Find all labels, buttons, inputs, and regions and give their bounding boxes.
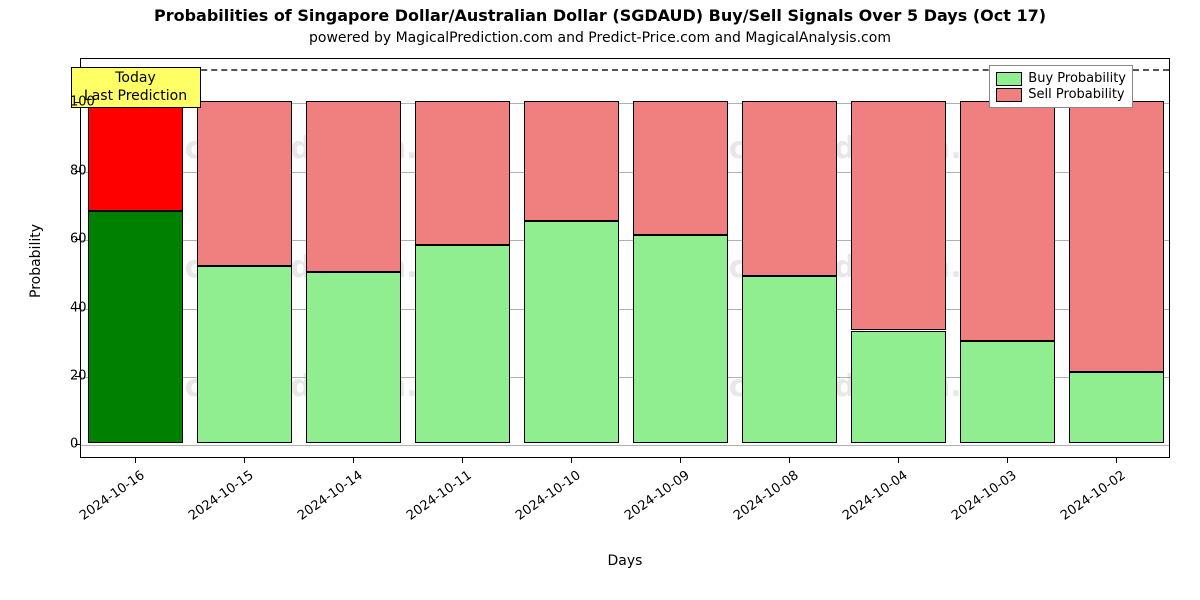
x-tick-mark [244, 458, 245, 463]
x-tick-mark [571, 458, 572, 463]
x-tick-mark [898, 458, 899, 463]
bar-column [524, 57, 620, 457]
bar-column [197, 57, 293, 457]
bar-sell-segment [742, 101, 838, 275]
y-tick-mark [75, 308, 80, 309]
bar-buy-segment [197, 266, 293, 444]
x-tick-label: 2024-10-08 [731, 468, 802, 524]
x-tick-label: 2024-10-09 [622, 468, 693, 524]
y-tick-mark [75, 444, 80, 445]
x-tick-mark [1007, 458, 1008, 463]
x-tick-label: 2024-10-04 [840, 468, 911, 524]
legend-swatch [996, 72, 1022, 86]
x-tick-label: 2024-10-03 [949, 468, 1020, 524]
bar-buy-segment [524, 221, 620, 443]
y-tick-mark [75, 171, 80, 172]
bar-buy-segment [1069, 372, 1165, 444]
bar-sell-segment [524, 101, 620, 221]
x-axis-label: Days [80, 553, 1170, 569]
legend-item: Sell Probability [996, 87, 1126, 102]
x-tick-mark [789, 458, 790, 463]
bar-sell-segment [88, 101, 184, 210]
legend-item: Buy Probability [996, 71, 1126, 86]
y-tick-mark [75, 102, 80, 103]
chart-container: Probabilities of Singapore Dollar/Austra… [0, 0, 1200, 600]
x-tick-label: 2024-10-16 [77, 468, 148, 524]
bar-buy-segment [851, 331, 947, 444]
bar-buy-segment [742, 276, 838, 444]
bar-buy-segment [306, 272, 402, 443]
bar-sell-segment [306, 101, 402, 272]
x-tick-mark [680, 458, 681, 463]
bar-column [633, 57, 729, 457]
bar-column [415, 57, 511, 457]
bar-buy-segment [960, 341, 1056, 444]
chart-title: Probabilities of Singapore Dollar/Austra… [0, 6, 1200, 25]
bar-buy-segment [415, 245, 511, 443]
legend-swatch [996, 88, 1022, 102]
x-tick-mark [353, 458, 354, 463]
legend-label: Buy Probability [1028, 71, 1126, 86]
x-tick-label: 2024-10-14 [295, 468, 366, 524]
bar-sell-segment [851, 101, 947, 330]
bars-layer [81, 59, 1169, 457]
bar-buy-segment [633, 235, 729, 444]
bar-sell-segment [415, 101, 511, 245]
x-tick-label: 2024-10-15 [186, 468, 257, 524]
bar-column [1069, 57, 1165, 457]
bar-buy-segment [88, 211, 184, 443]
bar-column [851, 57, 947, 457]
bar-sell-segment [197, 101, 293, 265]
y-tick-mark [75, 239, 80, 240]
bar-column [88, 57, 184, 457]
bar-column [306, 57, 402, 457]
bar-sell-segment [633, 101, 729, 234]
x-tick-mark [1116, 458, 1117, 463]
x-tick-mark [462, 458, 463, 463]
bar-column [742, 57, 838, 457]
legend-label: Sell Probability [1028, 87, 1124, 102]
bar-sell-segment [960, 101, 1056, 340]
legend: Buy ProbabilitySell Probability [989, 65, 1133, 108]
x-tick-label: 2024-10-10 [513, 468, 584, 524]
today-callout-line1: Today [76, 70, 196, 88]
x-tick-label: 2024-10-11 [404, 468, 475, 524]
chart-subtitle: powered by MagicalPrediction.com and Pre… [0, 30, 1200, 46]
y-tick-mark [75, 376, 80, 377]
x-tick-label: 2024-10-02 [1058, 468, 1129, 524]
bar-sell-segment [1069, 101, 1165, 371]
y-axis-label: Probability [28, 224, 44, 298]
plot-area: MagicalPrediction.comMagicalPrediction.c… [80, 58, 1170, 458]
x-tick-mark [135, 458, 136, 463]
bar-column [960, 57, 1056, 457]
